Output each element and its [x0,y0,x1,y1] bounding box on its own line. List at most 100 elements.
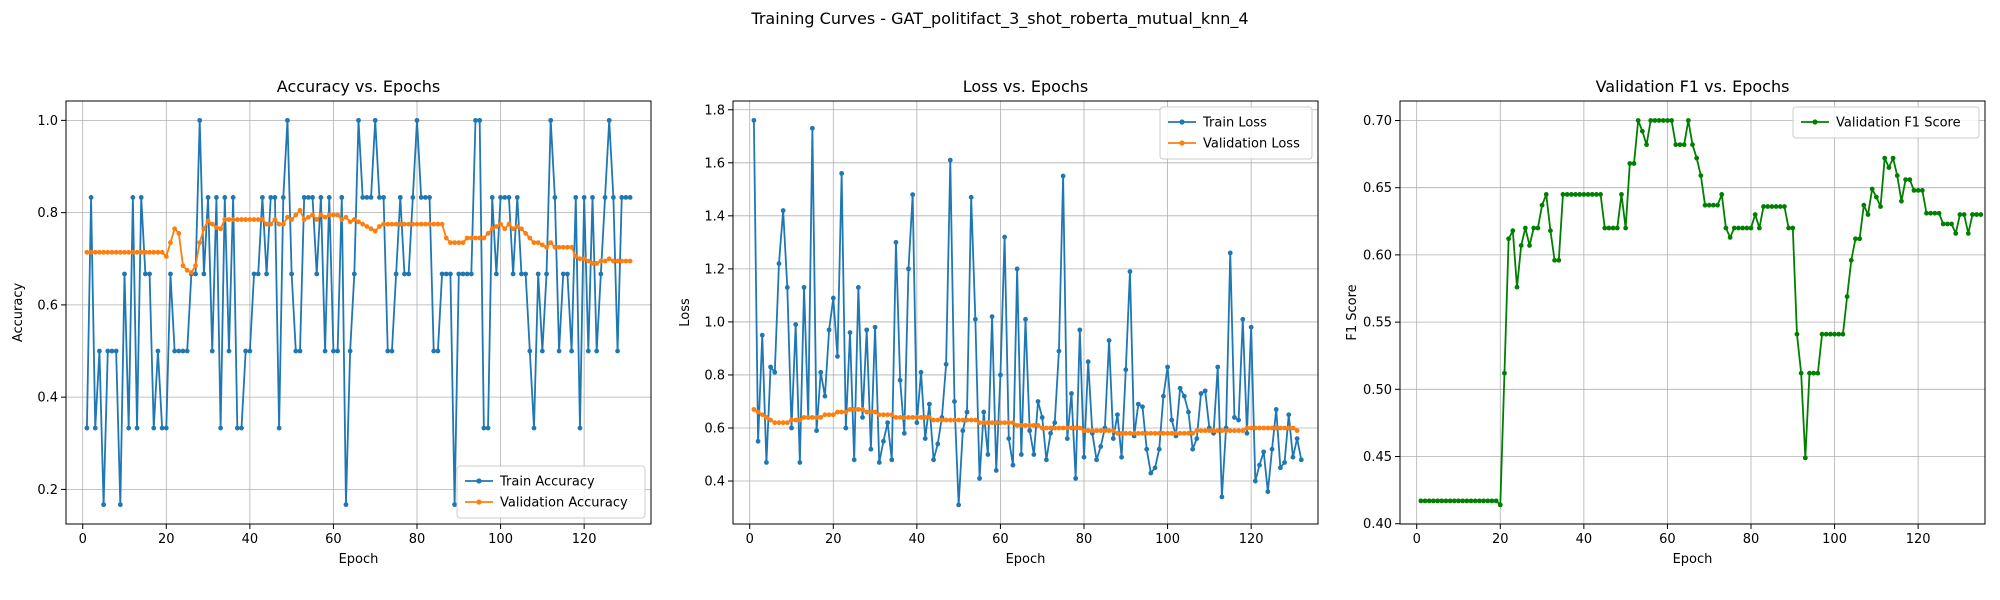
data-point [147,271,152,277]
data-point [1698,173,1704,179]
data-point [585,348,591,354]
data-point [289,271,295,277]
data-point [514,224,520,229]
x-tick-label: 0 [1413,532,1421,547]
data-point [764,460,769,465]
data-point [356,219,361,225]
data-point [1135,430,1141,436]
legend: Train Loss Validation Loss [1159,106,1313,160]
data-point [1602,225,1608,231]
data-point [822,393,828,399]
data-point [527,235,533,241]
data-point [1027,422,1033,428]
data-point [452,502,458,508]
data-point [793,322,799,327]
data-point [1043,425,1049,431]
data-point [1282,425,1287,431]
data-point [1844,294,1850,299]
data-point [255,271,261,277]
data-point [230,195,236,200]
x-tick-label: 120 [572,532,597,547]
data-point [1765,204,1771,209]
data-point [610,195,616,200]
data-point [1911,187,1917,193]
data-point [1890,155,1896,161]
data-point [1215,364,1221,370]
chart-title: Accuracy vs. Epochs [277,77,440,96]
data-point [931,417,936,423]
data-point [772,369,778,375]
data-point [431,221,437,227]
data-point [109,348,115,354]
data-point [594,348,600,354]
data-point [577,425,583,431]
data-point [1023,422,1028,428]
series-validation-loss [751,407,1300,436]
data-point [1052,420,1058,426]
data-point [1190,446,1196,452]
data-point [918,414,924,420]
data-point [1807,370,1812,376]
data-point [776,261,782,266]
data-point [1014,422,1020,428]
data-point [435,221,441,227]
data-point [1677,142,1683,148]
data-point [560,271,566,277]
data-point [1160,430,1166,436]
data-point [335,212,341,218]
data-point [1098,428,1104,434]
data-point [560,244,566,250]
legend-marker [1812,119,1818,125]
x-tick-label: 100 [1822,532,1847,547]
data-point [552,195,558,200]
data-point [84,425,90,431]
data-point [1115,412,1120,418]
data-point [1518,243,1524,248]
data-point [801,285,807,290]
data-point [176,348,182,354]
data-point [343,214,349,220]
data-point [506,221,512,227]
data-point [439,271,445,277]
data-point [577,256,583,262]
data-point [1777,204,1783,209]
data-point [1606,225,1612,231]
y-tick-label: 0.60 [1363,248,1392,263]
data-point [1861,202,1867,208]
data-point [1965,231,1971,236]
data-point [1932,210,1938,216]
data-point [1277,465,1283,471]
legend-marker [476,499,482,505]
data-point [627,195,633,200]
data-point [1006,420,1012,426]
data-point [523,230,529,236]
data-point [989,420,995,426]
grid-lines [733,101,1318,524]
data-point [159,249,165,255]
data-point [1294,436,1300,441]
data-point [1723,225,1729,231]
data-point [243,348,249,354]
data-point [1298,457,1304,463]
data-point [502,195,508,200]
data-point [285,117,290,123]
data-point [826,327,832,333]
data-point [431,348,437,354]
data-point [1581,192,1587,197]
data-point [1069,391,1074,396]
data-point [209,221,215,227]
data-point [565,244,570,250]
data-point [1131,430,1137,436]
data-point [1215,428,1221,434]
data-point [234,217,240,222]
data-point [364,224,370,229]
data-point [339,217,345,222]
data-point [897,414,903,420]
data-point [347,348,353,354]
legend: Validation F1 Score [1792,106,1980,139]
data-point [1014,266,1020,272]
data-point [602,258,608,264]
data-point [1652,118,1658,123]
data-point [176,230,182,236]
